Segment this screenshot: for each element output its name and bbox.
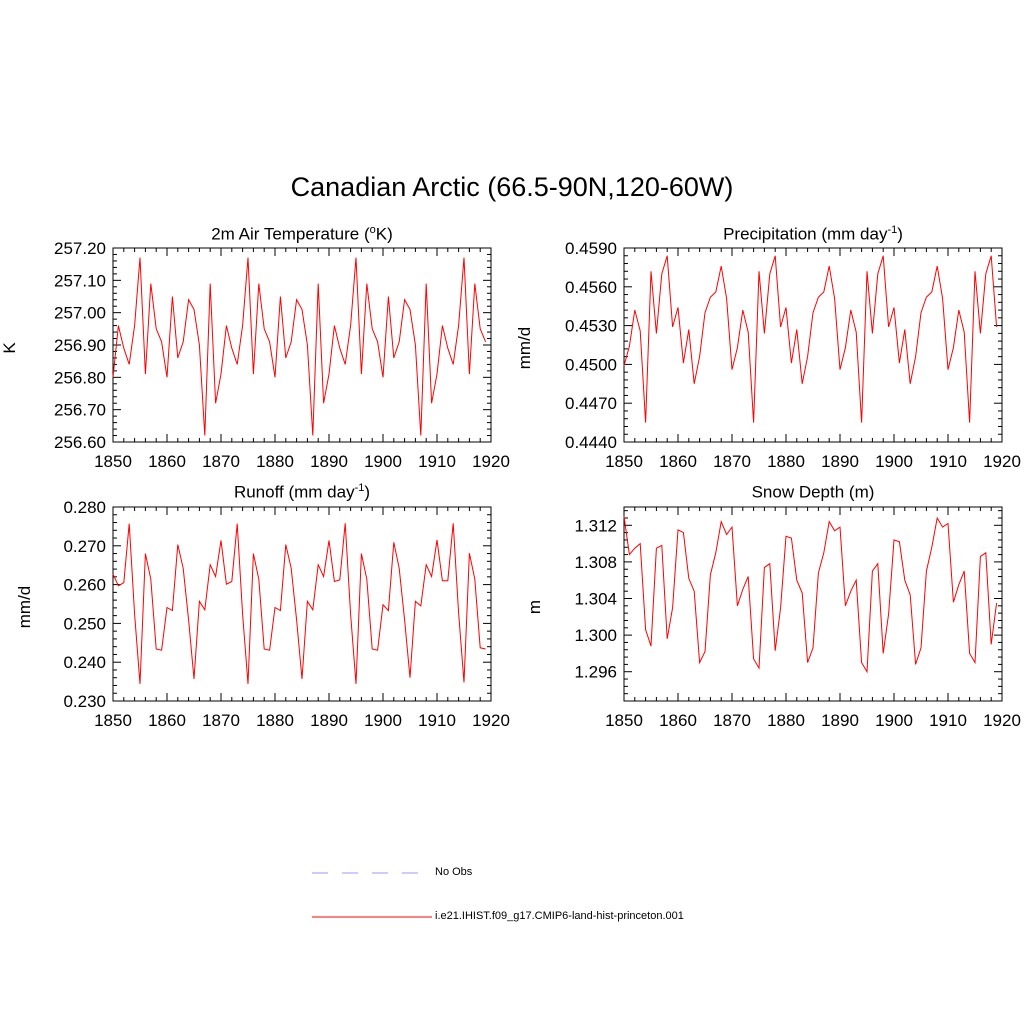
y-tick-label: 0.4500	[565, 355, 617, 374]
x-tick-label: 1870	[202, 452, 240, 471]
x-tick-label: 1860	[659, 452, 697, 471]
x-tick-label: 1890	[821, 711, 859, 730]
x-tick-label: 1920	[983, 711, 1021, 730]
y-tick-label: 0.230	[63, 692, 106, 711]
y-tick-label: 1.308	[574, 553, 617, 572]
x-tick-label: 1890	[310, 711, 348, 730]
x-tick-label: 1850	[605, 452, 643, 471]
x-tick-label: 1890	[821, 452, 859, 471]
panel-title: 2m Air Temperature (oK)	[211, 224, 393, 244]
x-tick-label: 1880	[767, 711, 805, 730]
y-tick-label: 256.80	[54, 368, 106, 387]
y-tick-label: 0.260	[63, 576, 106, 595]
y-tick-label: 1.304	[574, 590, 617, 609]
y-tick-label: 256.60	[54, 433, 106, 452]
x-tick-label: 1860	[659, 711, 697, 730]
legend-model-label: i.e21.IHIST.f09_g17.CMIP6-land-hist-prin…	[435, 910, 684, 922]
y-tick-label: 1.296	[574, 663, 617, 682]
y-tick-label: 0.4560	[565, 278, 617, 297]
x-tick-label: 1870	[713, 452, 751, 471]
panel-title: Runoff (mm day-1)	[233, 482, 371, 502]
plot-frame	[112, 506, 492, 702]
x-tick-label: 1880	[767, 452, 805, 471]
x-tick-label: 1900	[364, 711, 402, 730]
x-tick-label: 1870	[713, 711, 751, 730]
series-line	[623, 516, 998, 674]
x-tick-label: 1910	[929, 452, 967, 471]
x-tick-label: 1910	[929, 711, 967, 730]
y-tick-label: 257.00	[54, 304, 106, 323]
y-tick-label: 257.10	[54, 271, 106, 290]
y-tick-label: 0.4470	[565, 394, 617, 413]
legend-model-swatch	[312, 916, 432, 918]
x-tick-label: 1880	[256, 711, 294, 730]
x-tick-label: 1850	[605, 711, 643, 730]
y-tick-label: 0.270	[63, 537, 106, 556]
x-tick-label: 1910	[418, 452, 456, 471]
x-tick-label: 1860	[148, 711, 186, 730]
x-tick-label: 1860	[148, 452, 186, 471]
y-tick-label: 1.300	[574, 626, 617, 645]
legend-obs-swatch	[312, 872, 420, 874]
x-tick-label: 1900	[875, 711, 913, 730]
x-tick-label: 1920	[472, 711, 510, 730]
x-tick-label: 1850	[94, 711, 132, 730]
x-tick-label: 1890	[310, 452, 348, 471]
y-tick-label: 0.250	[63, 614, 106, 633]
legend-obs-label: No Obs	[435, 866, 473, 878]
y-tick-label: 0.4530	[565, 317, 617, 336]
y-tick-label: 1.312	[574, 516, 617, 535]
y-tick-label: 0.4440	[565, 433, 617, 452]
plot-frame	[623, 247, 1003, 443]
y-tick-label: 0.240	[63, 653, 106, 672]
series-line	[112, 257, 487, 436]
series-line	[623, 255, 998, 423]
plot-frame	[623, 506, 1003, 702]
x-tick-label: 1920	[472, 452, 510, 471]
y-tick-label: 256.70	[54, 401, 106, 420]
x-tick-label: 1870	[202, 711, 240, 730]
y-tick-label: 0.4590	[565, 239, 617, 258]
x-tick-label: 1920	[983, 452, 1021, 471]
y-tick-label: 0.280	[63, 498, 106, 517]
x-tick-label: 1900	[364, 452, 402, 471]
x-tick-label: 1850	[94, 452, 132, 471]
x-tick-label: 1910	[418, 711, 456, 730]
panel-title: Precipitation (mm day-1)	[723, 224, 903, 244]
panel-title: Snow Depth (m)	[751, 482, 875, 502]
series-line	[112, 523, 486, 684]
x-tick-label: 1900	[875, 452, 913, 471]
y-tick-label: 257.20	[54, 239, 106, 258]
plot-frame	[112, 247, 492, 443]
main-title: Canadian Arctic (66.5-90N,120-60W)	[290, 172, 734, 202]
x-tick-label: 1880	[256, 452, 294, 471]
y-tick-label: 256.90	[54, 336, 106, 355]
